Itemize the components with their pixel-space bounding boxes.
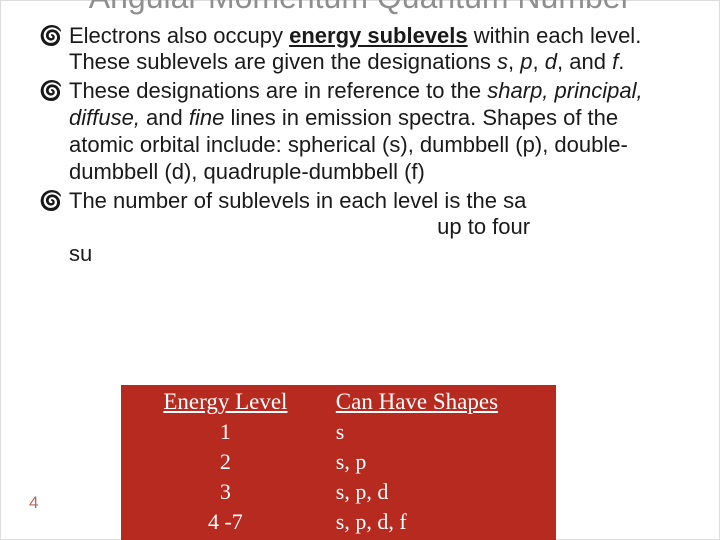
table-cell: 2 — [121, 447, 330, 477]
table-row: 1 s — [121, 417, 556, 447]
table-cell: 3 — [121, 477, 330, 507]
text-run: s — [497, 49, 508, 74]
bullet-1: Electrons also occupy energy sublevels w… — [69, 23, 679, 77]
table-row: 3 s, p, d — [121, 477, 556, 507]
text-run: , — [508, 49, 520, 74]
text-run: . — [618, 49, 624, 74]
text-run: energy sublevels — [289, 23, 468, 48]
table-header-row: Energy Level Can Have Shapes — [121, 387, 556, 417]
text-run: p — [520, 49, 532, 74]
slide-number: 4 — [29, 493, 38, 513]
text-run: d — [545, 49, 557, 74]
text-run: , and — [557, 49, 612, 74]
text-run: fine — [189, 105, 231, 130]
table-row: 4 -7 s, p, d, f — [121, 507, 556, 537]
table-row: 2 s, p — [121, 447, 556, 477]
sublevel-table: Energy Level Can Have Shapes 1 s 2 s, p … — [121, 385, 556, 540]
table-cell: s — [330, 417, 556, 447]
text-run: su — [69, 241, 92, 266]
slide-body: Electrons also occupy energy sublevels w… — [1, 23, 719, 268]
text-run: Electrons also occupy — [69, 23, 289, 48]
table-header-energy-level: Energy Level — [121, 387, 330, 417]
slide-title: Angular Momentum Quantum Number — [1, 0, 719, 23]
table-cell: s, p — [330, 447, 556, 477]
table-cell: s, p, d — [330, 477, 556, 507]
table-header-shapes: Can Have Shapes — [330, 387, 556, 417]
table-cell: 1 — [121, 417, 330, 447]
text-run: , — [533, 49, 545, 74]
text-run: up to four — [437, 214, 530, 239]
table-cell: 4 -7 — [121, 507, 330, 537]
text-run: These designations are in reference to t… — [69, 78, 487, 103]
table-cell: s, p, d, f — [330, 507, 556, 537]
bullet-2: These designations are in reference to t… — [69, 78, 679, 185]
text-run: and — [146, 105, 189, 130]
slide: Angular Momentum Quantum Number Electron… — [0, 0, 720, 540]
text-run: The number of sublevels in each level is… — [69, 188, 526, 213]
bullet-3: The number of sublevels in each level is… — [69, 188, 679, 268]
